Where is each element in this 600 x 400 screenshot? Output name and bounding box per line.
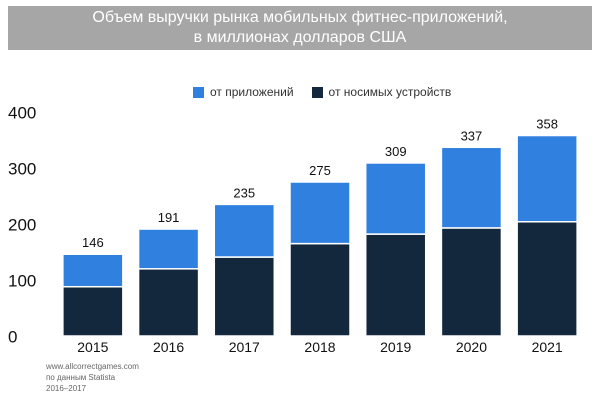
- x-tick-label: 2015: [77, 339, 108, 355]
- x-tick-label: 2016: [153, 339, 184, 355]
- bar-total-label: 275: [309, 163, 331, 178]
- bar-segment-wearables: [364, 233, 427, 337]
- bar-segment-wearables: [289, 242, 351, 337]
- x-tick-label: 2019: [380, 339, 411, 355]
- source-line-3: 2016–2017: [46, 384, 87, 393]
- source-line-2: по данным Statista: [46, 373, 116, 382]
- source-line-1: www.allcorrectgames.com: [46, 362, 139, 371]
- chart-title: Объем выручки рынка мобильных фитнес-при…: [8, 6, 592, 50]
- bar-segment-wearables: [213, 256, 276, 337]
- bar-total-label: 191: [158, 210, 180, 225]
- x-tick-label: 2018: [304, 339, 335, 355]
- legend-label-apps: от приложений: [210, 85, 294, 99]
- y-tick-label: 200: [8, 215, 36, 234]
- bar-segment-apps: [364, 162, 427, 235]
- bar-total-label: 146: [82, 235, 104, 250]
- bar-segment-wearables: [516, 221, 578, 337]
- legend-item-apps: от приложений: [193, 85, 294, 99]
- bar-total-label: 358: [536, 117, 558, 132]
- bar-total-label: 337: [461, 128, 483, 143]
- bar-segment-wearables: [137, 268, 200, 337]
- bar-segment-apps: [516, 134, 578, 223]
- bar-total-label: 309: [385, 144, 407, 159]
- chart-title-line-1: Объем выручки рынка мобильных фитнес-при…: [92, 9, 508, 26]
- bar-segment-wearables: [440, 227, 503, 337]
- bar-segment-apps: [62, 253, 124, 288]
- y-tick-label: 100: [8, 271, 36, 290]
- y-tick-label: 0: [8, 327, 17, 346]
- bar-segment-wearables: [62, 285, 124, 337]
- bar-segment-apps: [440, 146, 503, 229]
- chart-title-line-2: в миллионах долларов США: [193, 29, 407, 46]
- legend-label-wearables: от носимых устройств: [328, 85, 452, 99]
- x-tick-label: 2021: [532, 339, 563, 355]
- y-tick-label: 400: [8, 103, 36, 122]
- bar-segment-apps: [289, 181, 351, 245]
- y-tick-label: 300: [8, 159, 36, 178]
- legend-swatch-apps: [193, 86, 204, 98]
- x-tick-label: 2020: [456, 339, 487, 355]
- legend: от приложений от носимых устройств: [193, 84, 469, 100]
- bar-segment-apps: [213, 203, 276, 258]
- legend-item-wearables: от носимых устройств: [311, 85, 452, 99]
- legend-swatch-wearables: [311, 86, 323, 98]
- x-tick-label: 2017: [229, 339, 260, 355]
- bar-segment-apps: [137, 228, 200, 270]
- bar-total-label: 235: [233, 185, 255, 200]
- source-note: www.allcorrectgames.com по данным Statis…: [46, 361, 139, 394]
